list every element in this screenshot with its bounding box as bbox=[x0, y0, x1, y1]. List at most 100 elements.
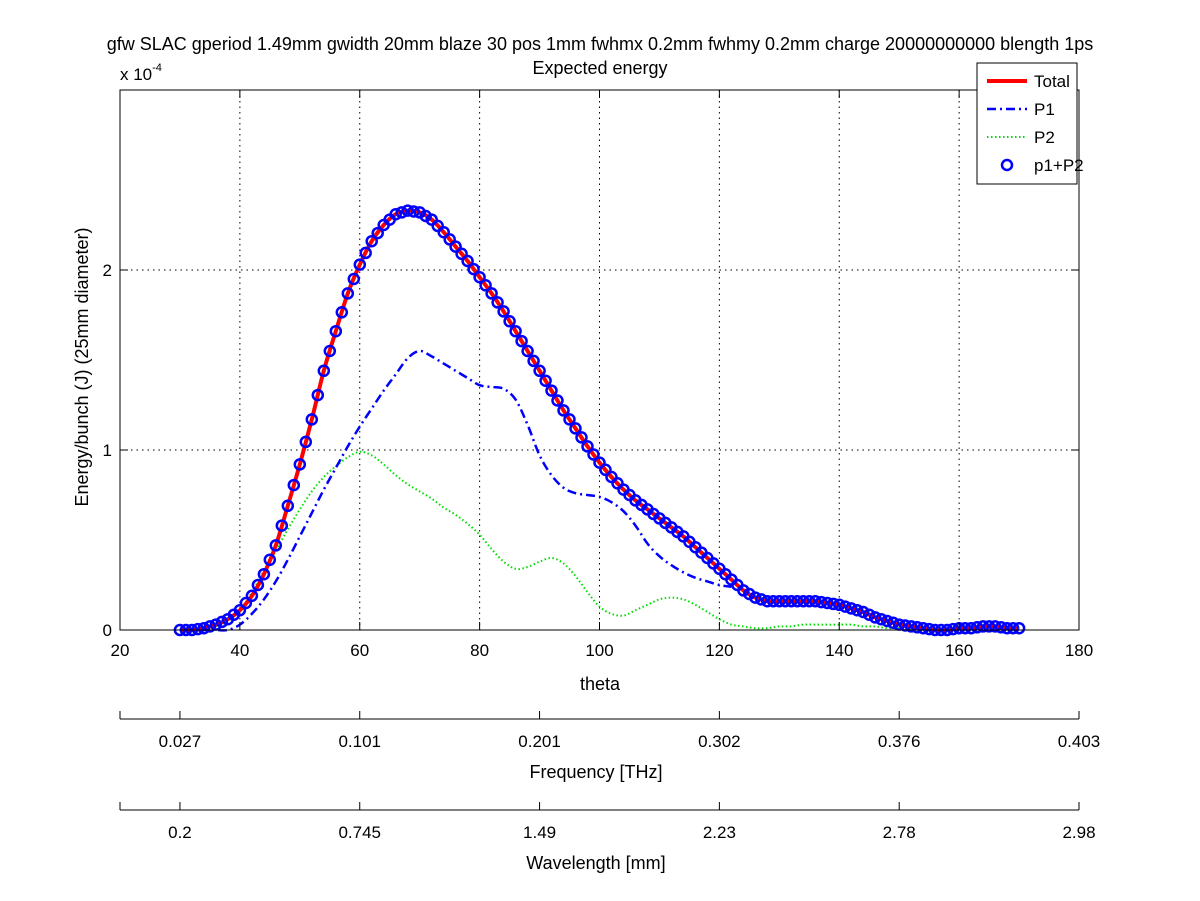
data-point-marker bbox=[850, 603, 864, 617]
secondary-tick-label: 0.745 bbox=[338, 823, 381, 842]
y-ticks: 0 1 2 bbox=[103, 261, 1079, 640]
data-point-marker bbox=[545, 384, 558, 397]
data-point-marker bbox=[838, 600, 852, 613]
plot-area: 20 40 60 80 100 120 140 160 180 0 1 2 bbox=[103, 89, 1093, 660]
x-tick-label: 100 bbox=[585, 641, 613, 660]
data-point-marker bbox=[833, 598, 846, 612]
grid-lines bbox=[120, 90, 1079, 630]
x-tick-label: 140 bbox=[825, 641, 853, 660]
data-point-marker bbox=[593, 456, 606, 469]
data-point-marker bbox=[215, 615, 229, 629]
data-point-marker bbox=[569, 422, 582, 435]
data-point-marker bbox=[395, 206, 408, 219]
series-layer bbox=[173, 204, 1026, 637]
data-point-marker bbox=[874, 612, 888, 626]
y-tick-label: 0 bbox=[103, 621, 112, 640]
data-point-marker bbox=[371, 226, 384, 240]
data-point-marker bbox=[886, 616, 900, 630]
data-point-marker bbox=[862, 608, 876, 621]
secondary-tick-label: 2.98 bbox=[1062, 823, 1095, 842]
x-tick-label: 40 bbox=[230, 641, 249, 660]
series-line-p2 bbox=[179, 450, 912, 632]
data-point-marker bbox=[527, 354, 540, 368]
x-tick-label: 180 bbox=[1065, 641, 1093, 660]
secondary-tick-label: 1.49 bbox=[523, 823, 556, 842]
data-point-marker bbox=[599, 463, 612, 477]
legend: Total P1 P2 p1+P2 bbox=[976, 62, 1084, 185]
series-markers bbox=[173, 204, 1026, 637]
x-tick-label: 120 bbox=[705, 641, 733, 660]
data-point-marker bbox=[365, 234, 378, 248]
data-point-marker bbox=[437, 225, 450, 239]
y-axis-label: Energy/bunch (J) (25mm diameter) bbox=[72, 227, 92, 506]
data-point-marker bbox=[203, 620, 217, 633]
data-point-marker bbox=[359, 246, 372, 260]
data-point-marker bbox=[461, 254, 474, 268]
chart-subtitle: Expected energy bbox=[532, 58, 667, 78]
data-point-marker bbox=[335, 306, 349, 319]
data-point-marker bbox=[970, 621, 984, 634]
data-point-marker bbox=[779, 594, 792, 608]
data-point-marker bbox=[821, 596, 834, 610]
data-point-marker bbox=[317, 364, 331, 378]
data-point-marker bbox=[533, 364, 546, 378]
data-point-marker bbox=[773, 594, 786, 608]
data-point-marker bbox=[497, 305, 510, 318]
data-point-marker bbox=[988, 620, 1002, 633]
secondary-tick-label: 0.302 bbox=[698, 732, 741, 751]
secondary-tick-label: 0.027 bbox=[159, 732, 202, 751]
data-point-marker bbox=[269, 539, 283, 552]
x-tick-label: 60 bbox=[350, 641, 369, 660]
data-point-marker bbox=[785, 594, 798, 608]
data-point-marker bbox=[868, 611, 882, 624]
data-point-marker bbox=[791, 594, 804, 608]
data-point-marker bbox=[341, 287, 355, 300]
data-point-marker bbox=[976, 620, 990, 633]
data-point-marker bbox=[293, 458, 307, 471]
x-tick-label: 160 bbox=[945, 641, 973, 660]
data-point-marker bbox=[916, 621, 930, 635]
data-point-marker bbox=[749, 591, 762, 604]
x-axis-label: theta bbox=[580, 674, 621, 694]
data-point-marker bbox=[407, 205, 420, 218]
data-point-marker bbox=[958, 621, 972, 635]
data-point-marker bbox=[809, 594, 822, 608]
data-point-marker bbox=[904, 620, 918, 633]
wavelength-axis: 0.2 0.745 1.49 2.23 2.78 2.98 Wavelength [mm] bbox=[119, 802, 1096, 873]
series-line-p1 bbox=[179, 349, 732, 632]
y-multiplier-base: x 10 bbox=[120, 65, 152, 84]
data-point-marker bbox=[329, 324, 343, 338]
data-point-marker bbox=[473, 270, 486, 284]
secondary-axis-title: Frequency [THz] bbox=[529, 762, 662, 782]
secondary-tick-label: 0.101 bbox=[338, 732, 381, 751]
data-point-marker bbox=[233, 603, 247, 617]
legend-label: p1+P2 bbox=[1034, 156, 1084, 175]
data-point-marker bbox=[994, 621, 1008, 634]
legend-box bbox=[976, 62, 1078, 185]
series-line-total bbox=[179, 208, 1020, 633]
data-point-marker bbox=[323, 344, 337, 358]
data-point-marker bbox=[467, 262, 480, 276]
data-point-marker bbox=[305, 413, 319, 426]
data-point-marker bbox=[844, 602, 858, 615]
secondary-axis-title: Wavelength [mm] bbox=[526, 853, 665, 873]
secondary-tick-label: 0.376 bbox=[878, 732, 921, 751]
data-point-marker bbox=[353, 258, 367, 271]
data-point-marker bbox=[509, 324, 522, 338]
data-point-marker bbox=[982, 620, 996, 633]
data-point-marker bbox=[257, 567, 271, 581]
data-point-marker bbox=[263, 553, 277, 567]
data-point-marker bbox=[443, 233, 456, 246]
data-point-marker bbox=[910, 621, 924, 634]
y-tick-label: 1 bbox=[103, 441, 112, 460]
data-point-marker bbox=[922, 622, 936, 636]
secondary-tick-label: 0.403 bbox=[1058, 732, 1101, 751]
data-point-marker bbox=[761, 594, 774, 608]
data-point-marker bbox=[563, 413, 576, 426]
secondary-tick-label: 2.23 bbox=[703, 823, 736, 842]
x-tick-label: 20 bbox=[111, 641, 130, 660]
data-point-marker bbox=[575, 431, 588, 444]
data-point-marker bbox=[767, 594, 780, 608]
secondary-tick-label: 2.78 bbox=[883, 823, 916, 842]
x-ticks: 20 40 60 80 100 120 140 160 180 bbox=[111, 90, 1093, 660]
